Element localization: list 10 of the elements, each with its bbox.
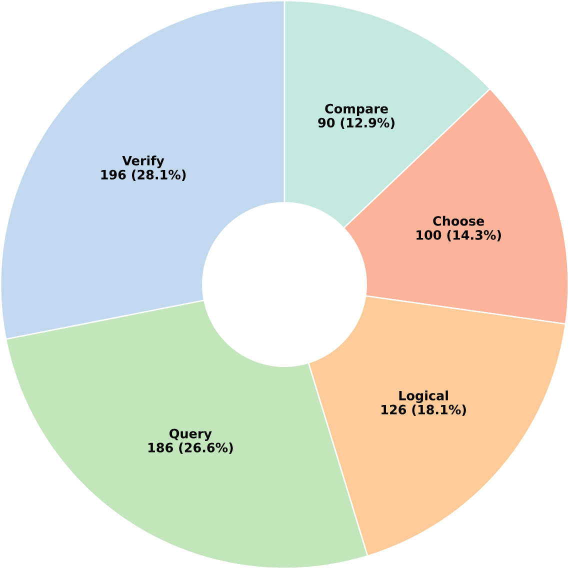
slice-label: Query <box>170 428 212 441</box>
data-label: 186 (26.6%) <box>148 442 233 454</box>
slice-label: Logical <box>399 390 448 403</box>
data-label: 100 (14.3%) <box>416 230 501 242</box>
slice-label: Choose <box>433 216 484 226</box>
data-label: 90 (12.9%) <box>318 118 394 130</box>
data-label: 126 (18.1%) <box>382 404 466 416</box>
slice-label: Compare <box>325 104 388 116</box>
data-label: 196 (28.1%) <box>101 170 186 181</box>
slice-label: Verify <box>122 156 164 168</box>
